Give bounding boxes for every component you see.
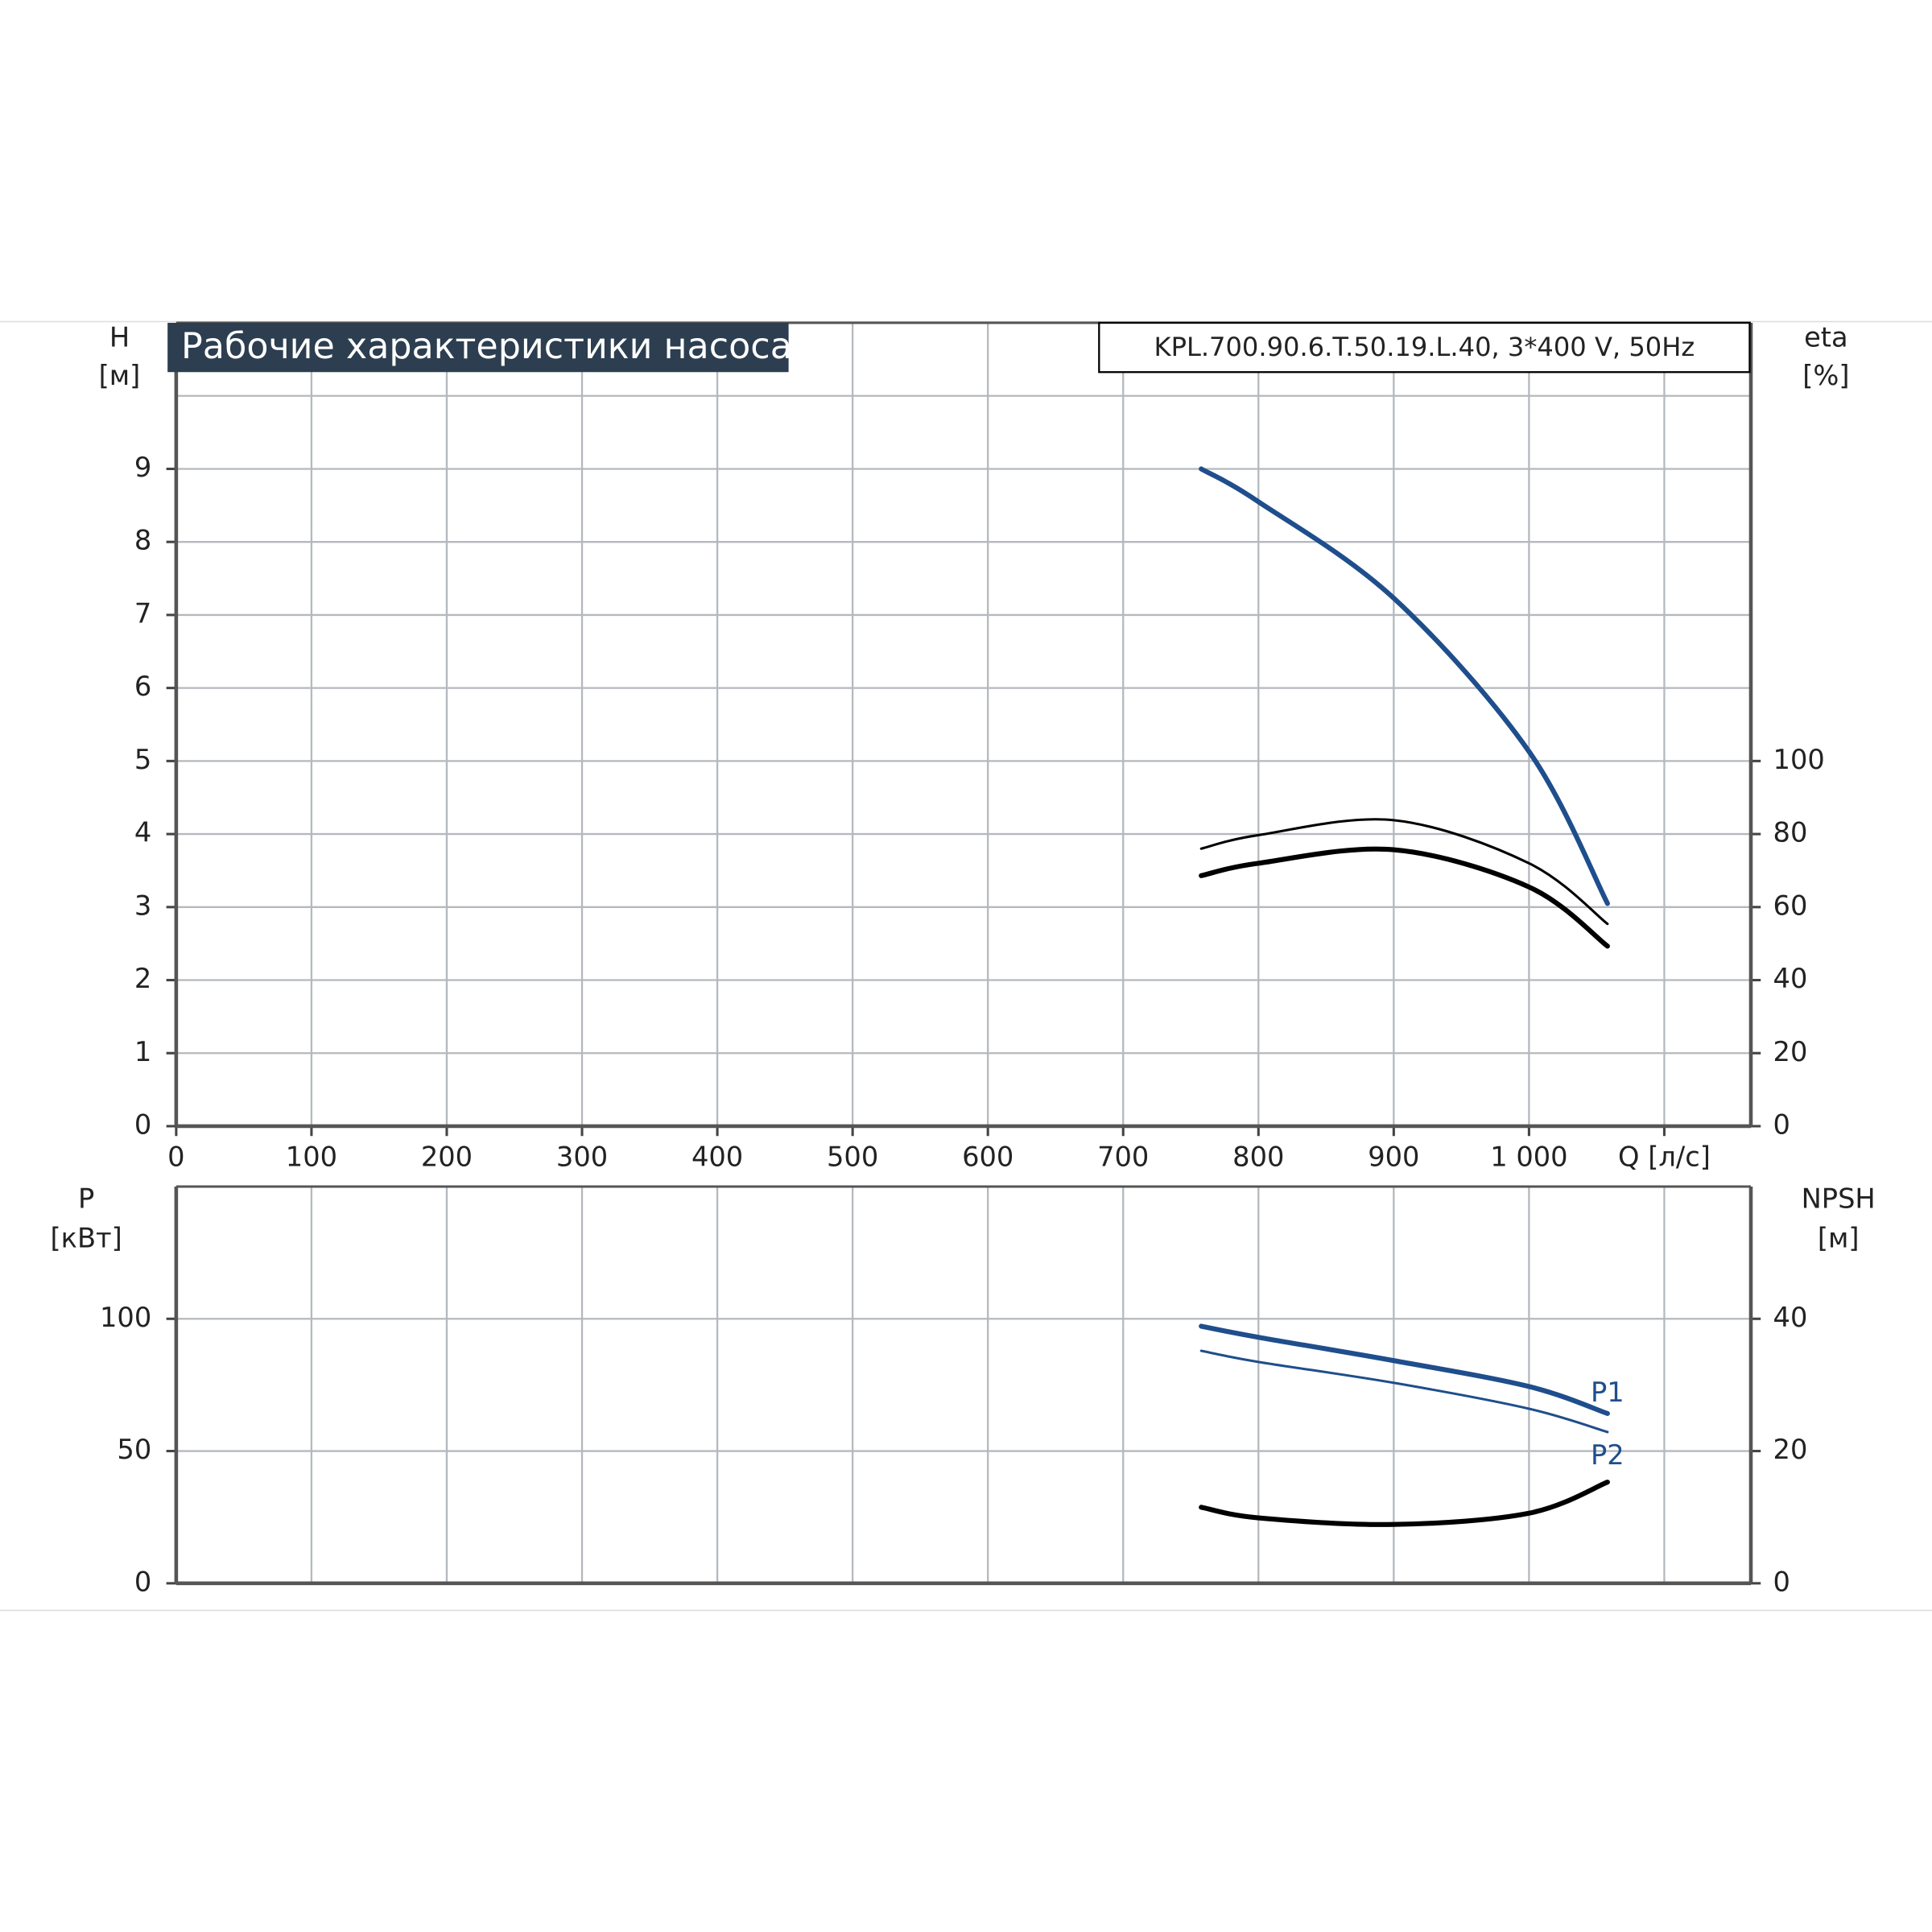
y-tick-label: 4 xyxy=(134,817,151,848)
series-line xyxy=(1199,1349,1609,1434)
y-tick-label: 7 xyxy=(134,597,151,629)
y-tick-label: 8 xyxy=(134,525,151,556)
x-tick-label: 300 xyxy=(556,1141,608,1172)
x-tick-label: 900 xyxy=(1368,1141,1419,1172)
series-line xyxy=(1199,846,1610,949)
y-axis-unit: [м] xyxy=(99,360,141,391)
series-line xyxy=(1199,1480,1610,1527)
y2-tick-label: 20 xyxy=(1773,1036,1808,1067)
y2-tick-label: 60 xyxy=(1773,890,1808,921)
series-line xyxy=(1199,1323,1610,1416)
series-label: P2 xyxy=(1591,1439,1624,1471)
model-box xyxy=(1098,321,1751,374)
y2-axis-label: NPSH xyxy=(1802,1183,1876,1214)
y2-tick-label: 80 xyxy=(1773,817,1808,848)
series-line xyxy=(1199,466,1610,906)
y2-tick-label: 40 xyxy=(1773,1302,1808,1333)
x-tick-label: 0 xyxy=(167,1141,184,1172)
y2-tick-label: 0 xyxy=(1773,1108,1790,1140)
x-tick-label: 600 xyxy=(962,1141,1013,1172)
y-axis-label: H xyxy=(109,321,130,353)
x-tick-label: 400 xyxy=(691,1141,743,1172)
plots: 0 100 200 300 400 500 600 700 800 900 1 000 Q [л/с]… xyxy=(100,321,1825,1597)
y-tick-label: 50 xyxy=(117,1434,151,1465)
y-axis-label: P xyxy=(78,1183,94,1214)
y2-tick-label: 0 xyxy=(1773,1566,1790,1597)
y-tick-label: 2 xyxy=(134,963,151,994)
y2-tick-label: 100 xyxy=(1773,744,1825,775)
y2-axis-unit: [%] xyxy=(1802,360,1849,391)
series-label: P1 xyxy=(1591,1377,1624,1408)
y-tick-label: 100 xyxy=(100,1302,151,1333)
chart-title: Рабочие характеристики насоса xyxy=(181,326,792,367)
y-tick-label: 0 xyxy=(134,1566,151,1597)
x-tick-label: 700 xyxy=(1097,1141,1149,1172)
y2-tick-label: 40 xyxy=(1773,963,1808,994)
y-tick-label: 1 xyxy=(134,1036,151,1067)
x-tick-label: 100 xyxy=(286,1141,337,1172)
x-tick-label: 500 xyxy=(827,1141,878,1172)
y2-tick-label: 20 xyxy=(1773,1434,1808,1465)
y-axis-unit: [кВт] xyxy=(50,1222,122,1253)
x-tick-label: 200 xyxy=(421,1141,473,1172)
title-box xyxy=(167,323,789,373)
y-tick-label: 6 xyxy=(134,671,151,702)
x-tick-label: 800 xyxy=(1232,1141,1284,1172)
y-tick-label: 0 xyxy=(134,1108,151,1140)
x-tick-label: Q [л/с] xyxy=(1618,1141,1711,1172)
series-line xyxy=(1199,818,1609,926)
y2-axis-label: eta xyxy=(1804,321,1848,353)
model-label: KPL.700.90.6.T.50.19.L.40, 3*400 V, 50Hz xyxy=(1154,332,1695,362)
y-tick-label: 5 xyxy=(134,744,151,775)
y-tick-label: 9 xyxy=(134,452,151,483)
y-tick-label: 3 xyxy=(134,890,151,921)
x-tick-label: 1 000 xyxy=(1490,1141,1567,1172)
y2-axis-unit: [м] xyxy=(1818,1222,1860,1253)
